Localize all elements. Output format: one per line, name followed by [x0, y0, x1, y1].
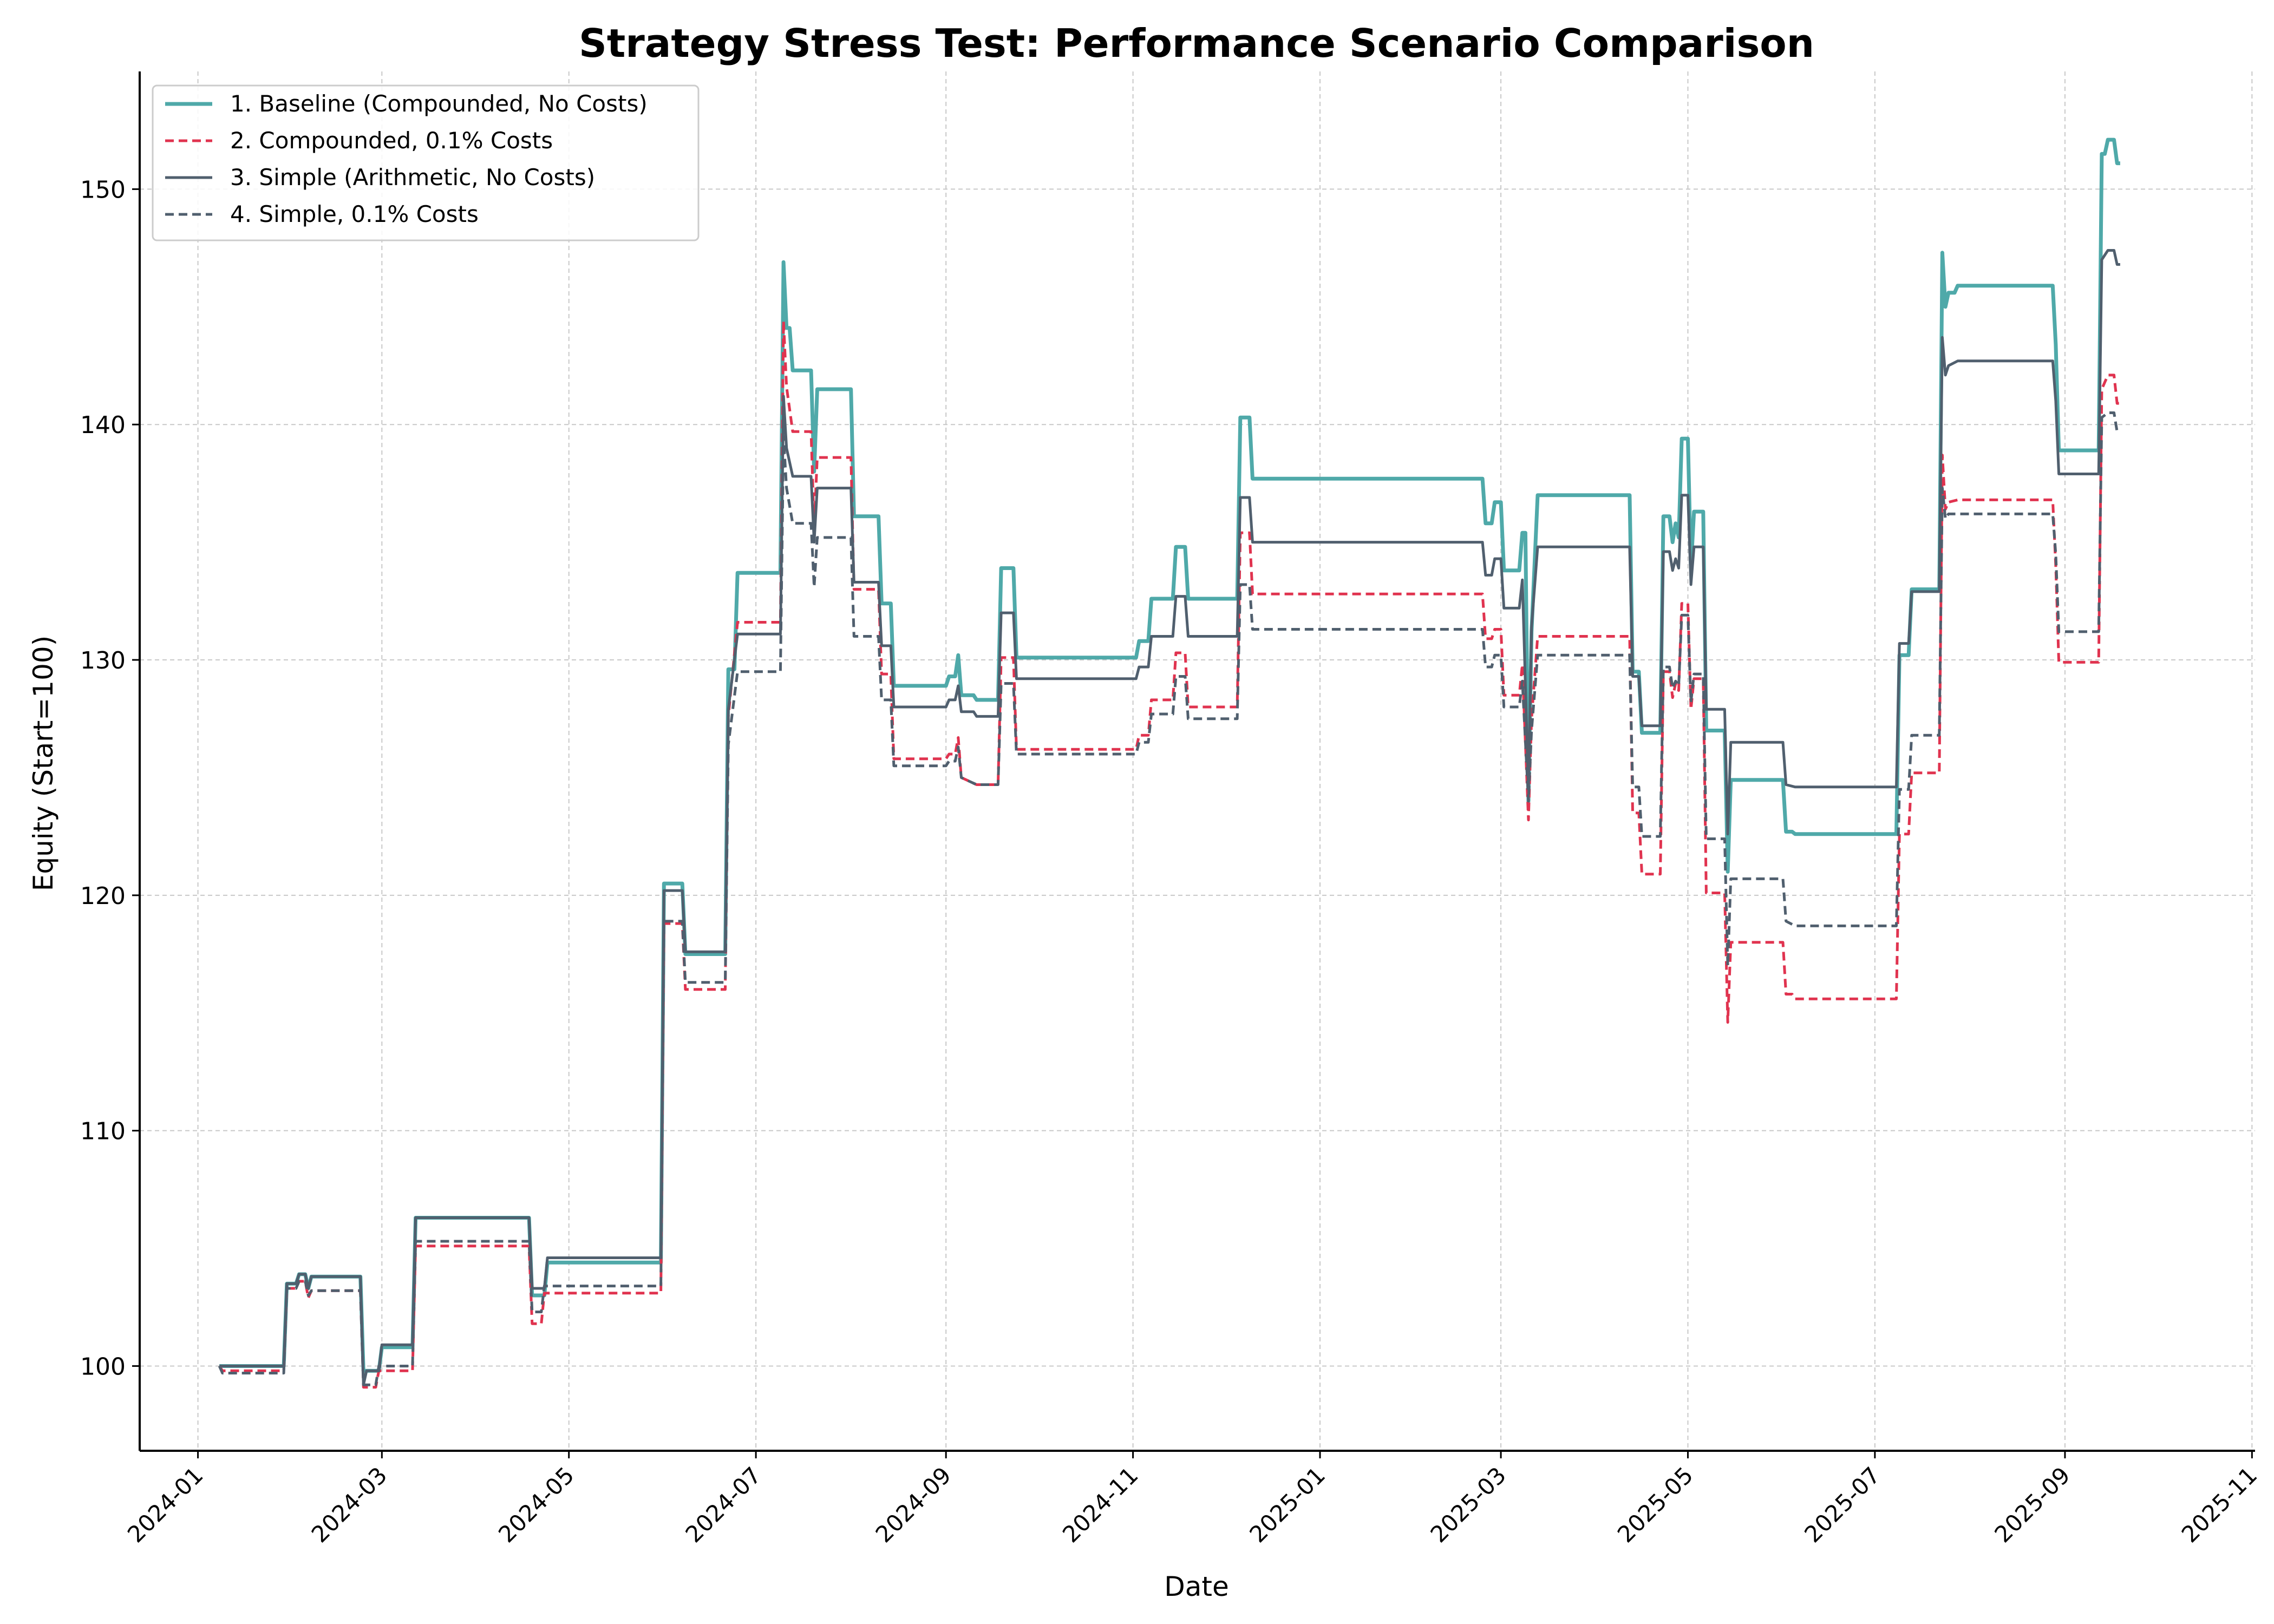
y-tick-label: 130 [80, 647, 126, 675]
series-layer [218, 137, 2120, 1389]
x-tick-label: 2025-09 [1989, 1462, 2075, 1548]
axes [139, 71, 2255, 1452]
x-axis-label: Date [1164, 1571, 1229, 1602]
x-tick-label: 2024-07 [680, 1462, 766, 1548]
chart-title: Strategy Stress Test: Performance Scenar… [579, 21, 1814, 66]
x-tick-label: 2025-11 [2177, 1462, 2263, 1548]
x-tick-label: 2024-03 [306, 1462, 393, 1548]
legend-label-3: 3. Simple (Arithmetic, No Costs) [230, 164, 595, 191]
legend-box [152, 84, 700, 241]
x-tick-label: 2025-07 [1799, 1462, 1885, 1548]
y-ticks: 100 110 120 130 140 150 [80, 176, 140, 1380]
x-tick-label: 2024-09 [871, 1462, 957, 1548]
x-tick-label: 2024-01 [122, 1462, 208, 1548]
x-tick-label: 2025-01 [1244, 1462, 1330, 1548]
legend-label-1: 1. Baseline (Compounded, No Costs) [230, 90, 648, 117]
series-line-1 [219, 137, 2120, 1373]
y-axis-label: Equity (Start=100) [28, 636, 59, 892]
x-tick-label: 2025-05 [1612, 1462, 1698, 1548]
legend-label-2: 2. Compounded, 0.1% Costs [230, 127, 553, 154]
series-line-3 [219, 249, 2120, 1386]
x-ticks: 2024-01 2024-03 2024-05 2024-07 2024-09 2024-… [122, 1451, 2262, 1548]
series-line-4 [218, 411, 2120, 1386]
y-tick-label: 100 [80, 1353, 126, 1380]
x-tick-label: 2024-11 [1057, 1462, 1143, 1548]
legend: 1. Baseline (Compounded, No Costs) 2. Com… [152, 84, 700, 241]
y-tick-label: 120 [80, 882, 126, 910]
y-tick-label: 110 [80, 1118, 126, 1145]
legend-label-4: 4. Simple, 0.1% Costs [230, 201, 479, 227]
y-tick-label: 150 [80, 176, 126, 204]
grid [140, 71, 2255, 1451]
x-tick-label: 2024-05 [493, 1462, 579, 1548]
x-tick-label: 2025-03 [1425, 1462, 1511, 1548]
series-line-2 [218, 319, 2120, 1389]
y-tick-label: 140 [80, 411, 126, 439]
